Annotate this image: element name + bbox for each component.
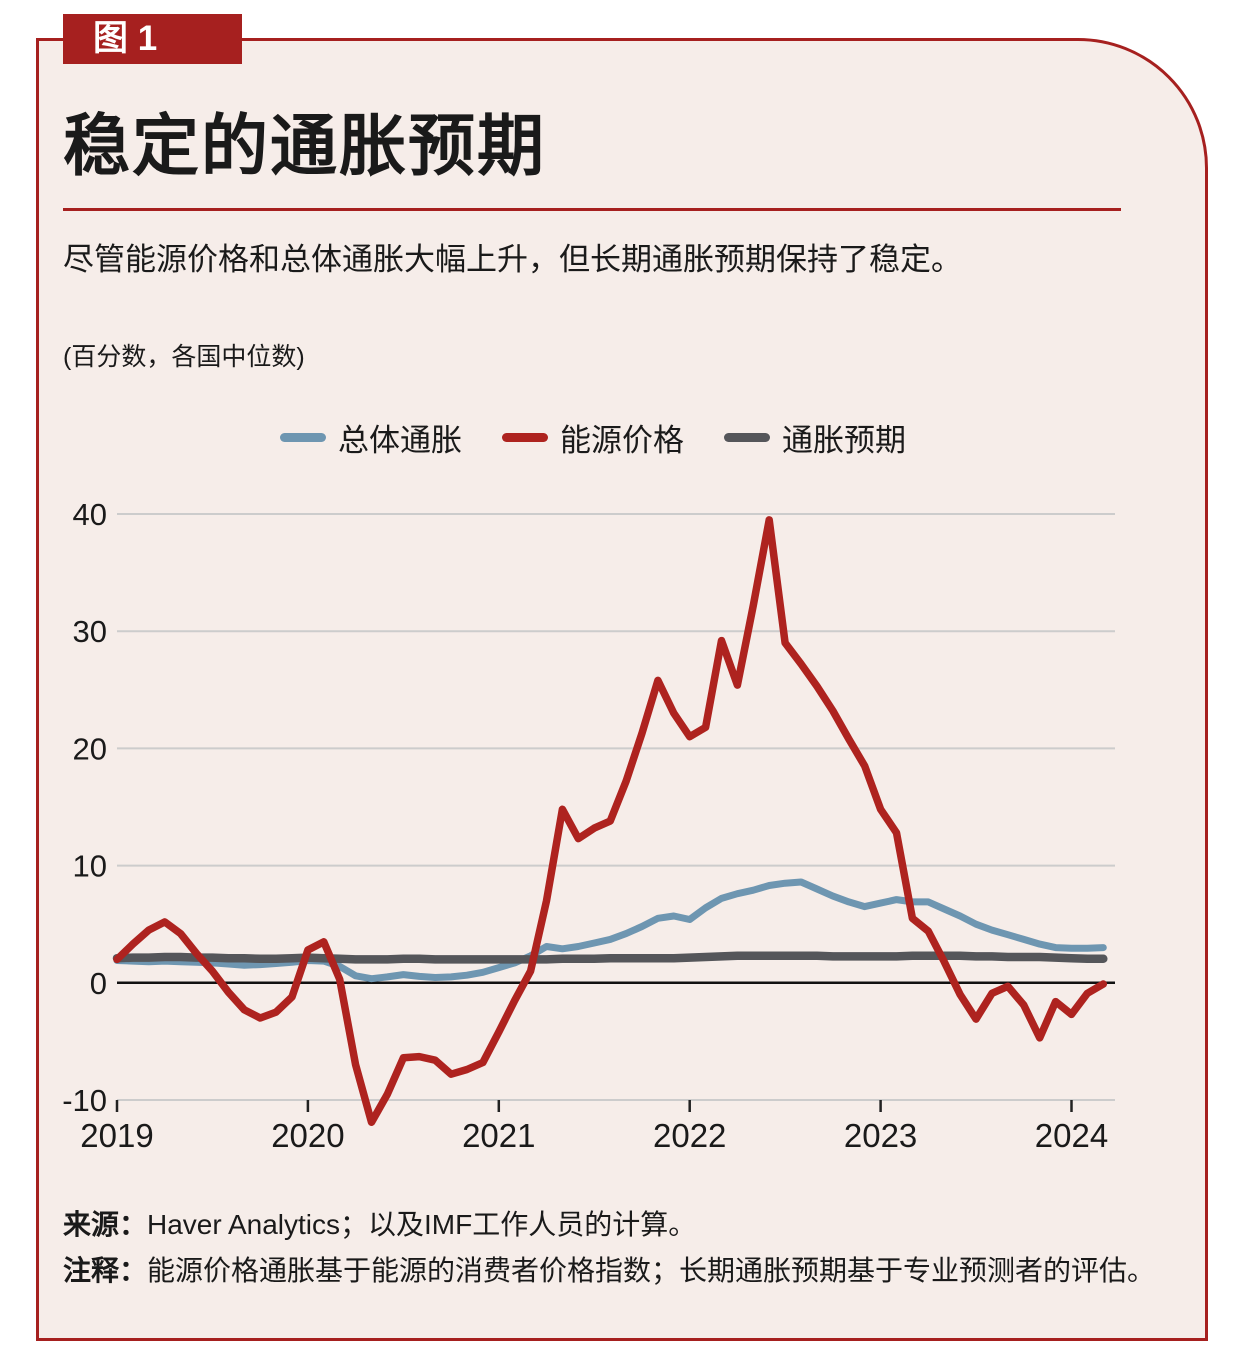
figure-subtitle: 尽管能源价格和总体通胀大幅上升，但长期通胀预期保持了稳定。: [63, 242, 962, 277]
figure-title: 稳定的通胀预期: [63, 109, 546, 184]
y-tick-label-20: 20: [73, 731, 107, 766]
x-tick-label-2023: 2023: [844, 1117, 917, 1154]
headline-inflation-line-swatch: [280, 432, 326, 442]
units-note: (百分数，各国中位数): [63, 343, 305, 371]
inflation-expectations-line-swatch: [724, 432, 770, 442]
legend-item-energy-prices: 能源价格: [502, 418, 684, 458]
x-tick-label-2019: 2019: [80, 1117, 153, 1154]
source-label: 来源：: [63, 1209, 148, 1240]
legend-item-headline-inflation: 总体通胀: [280, 418, 462, 458]
x-tick-label-2022: 2022: [653, 1117, 726, 1154]
series-line-headline-inflation: [113, 878, 1107, 983]
chart-legend: 总体通胀 能源价格 通胀预期: [280, 418, 906, 458]
series-line-energy-prices: [113, 516, 1108, 1127]
note-text: 能源价格通胀基于能源的消费者价格指数；长期通胀预期基于专业预测者的评估。: [147, 1255, 1156, 1286]
y-tick-label-40: 40: [73, 497, 107, 532]
x-tick-label-2024: 2024: [1035, 1117, 1108, 1154]
figure-number-badge: 图 1: [63, 14, 242, 64]
source-text: Haver Analytics；以及IMF工作人员的计算。: [147, 1209, 697, 1240]
x-tick-label-2021: 2021: [462, 1117, 535, 1154]
y-tick-label-10: 10: [73, 849, 107, 884]
y-tick-label-0: 0: [90, 966, 107, 1001]
figure-card: [36, 38, 1208, 1341]
x-tick-label-2020: 2020: [271, 1117, 344, 1154]
y-tick-label--10: -10: [62, 1083, 107, 1118]
source-line: 来源：Haver Analytics；以及IMF工作人员的计算。: [63, 1203, 696, 1243]
energy-prices-line-swatch: [502, 432, 548, 442]
legend-label-headline-inflation: 总体通胀: [338, 422, 462, 458]
legend-label-energy-prices: 能源价格: [560, 422, 684, 458]
legend-item-inflation-expectations: 通胀预期: [724, 418, 906, 458]
legend-label-inflation-expectations: 通胀预期: [782, 422, 906, 458]
y-tick-label-30: 30: [73, 614, 107, 649]
note-label: 注释：: [63, 1255, 148, 1286]
title-divider: [63, 208, 1121, 211]
series-line-inflation-expectations: [112, 951, 1108, 964]
note-line: 注释：能源价格通胀基于能源的消费者价格指数；长期通胀预期基于专业预测者的评估。: [63, 1249, 1155, 1289]
